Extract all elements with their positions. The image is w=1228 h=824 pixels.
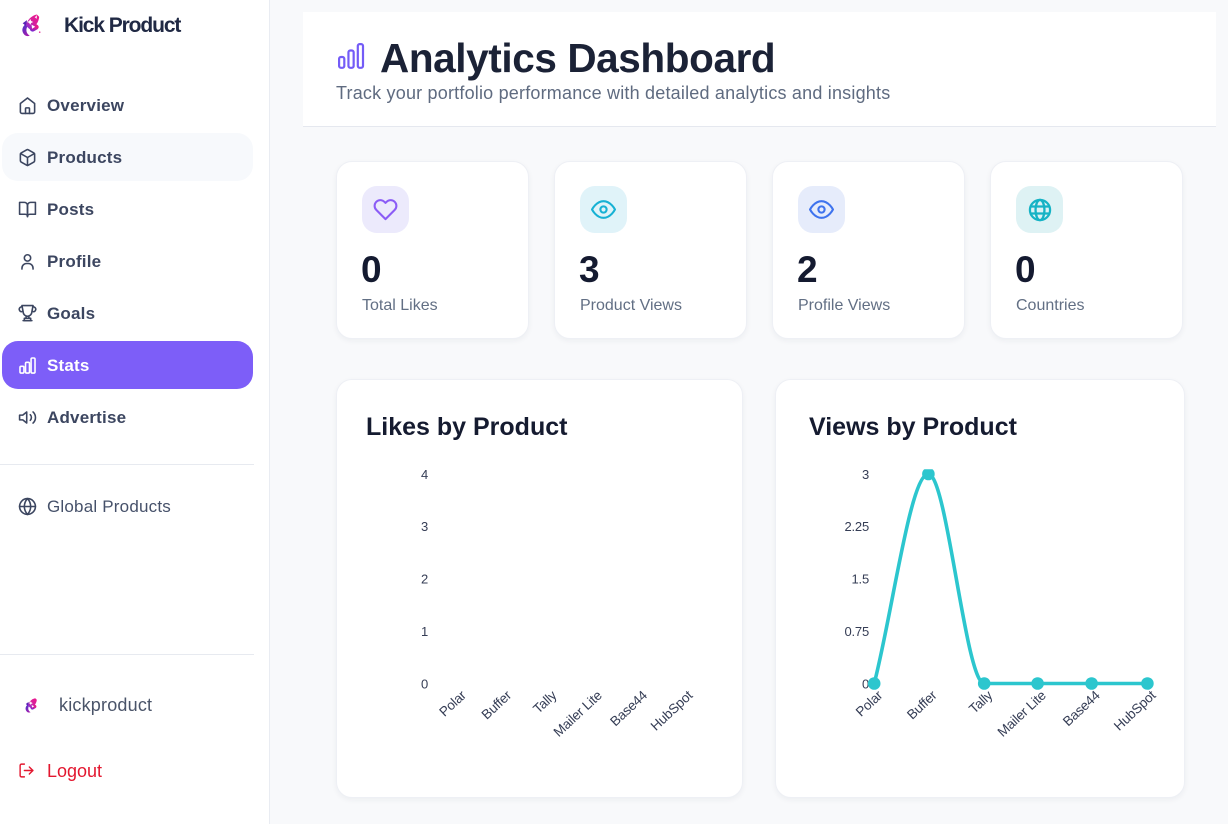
- svg-text:0.75: 0.75: [844, 624, 869, 639]
- svg-text:Buffer: Buffer: [479, 687, 515, 722]
- svg-text:0: 0: [421, 676, 428, 691]
- svg-text:Base44: Base44: [1060, 687, 1103, 729]
- svg-text:Polar: Polar: [436, 687, 469, 719]
- svg-text:Tally: Tally: [966, 687, 996, 716]
- svg-text:3: 3: [862, 467, 869, 482]
- svg-text:Mailer Lite: Mailer Lite: [995, 688, 1049, 740]
- svg-text:1: 1: [421, 624, 428, 639]
- svg-text:Buffer: Buffer: [904, 687, 940, 722]
- svg-text:0: 0: [862, 676, 869, 691]
- svg-text:2.25: 2.25: [844, 519, 869, 534]
- svg-text:1.5: 1.5: [852, 572, 869, 587]
- svg-text:HubSpot: HubSpot: [1111, 687, 1159, 733]
- svg-text:Tally: Tally: [530, 687, 560, 716]
- svg-text:4: 4: [421, 467, 428, 482]
- svg-text:Base44: Base44: [607, 687, 650, 729]
- svg-text:HubSpot: HubSpot: [648, 687, 696, 733]
- svg-text:Mailer Lite: Mailer Lite: [551, 688, 605, 740]
- svg-text:3: 3: [421, 519, 428, 534]
- svg-text:2: 2: [421, 572, 428, 587]
- svg-text:Polar: Polar: [853, 687, 886, 719]
